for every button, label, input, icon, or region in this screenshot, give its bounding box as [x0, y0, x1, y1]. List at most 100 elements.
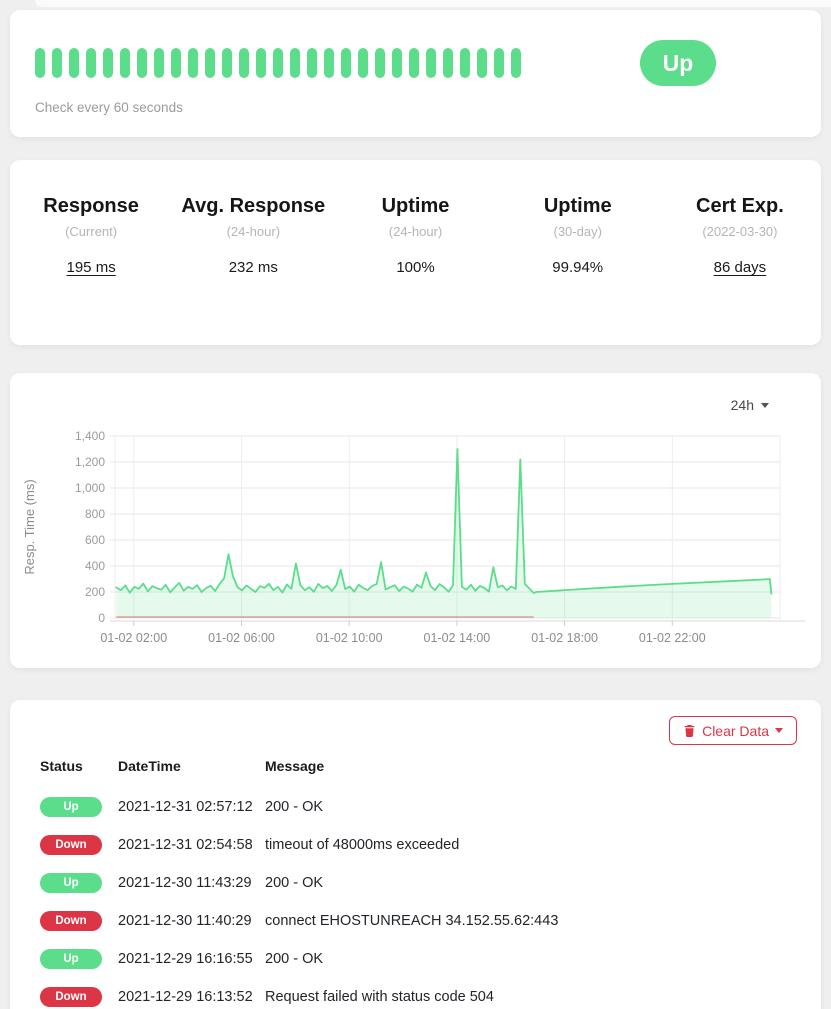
trash-icon [683, 724, 696, 737]
stat-uptime-24h: Uptime (24-hour) 100% [334, 192, 496, 276]
stat-title: Uptime [543, 195, 612, 217]
stats-card: Response (Current) 195 ms Avg. Response … [10, 160, 821, 345]
event-message: 200 - OK [265, 875, 324, 891]
svg-text:01-02 02:00: 01-02 02:00 [100, 631, 167, 645]
chart-period-dropdown[interactable]: 24h [731, 397, 769, 413]
heartbeat-bar[interactable] [511, 48, 521, 78]
event-row: Up 2021-12-30 11:43:29 200 - OK [40, 864, 800, 902]
heartbeat-bar[interactable] [341, 48, 351, 78]
previous-card-edge [35, 0, 831, 7]
column-header-status: Status [40, 758, 83, 774]
heartbeat-bar[interactable] [290, 48, 300, 78]
chevron-down-icon [775, 728, 783, 733]
event-row: Down 2021-12-31 02:54:58 timeout of 48000m… [40, 826, 800, 864]
stat-value: 86 days [713, 259, 767, 276]
event-row: Down 2021-12-29 16:13:52 Request failed wi… [40, 978, 800, 1009]
heartbeat-bar[interactable] [256, 48, 266, 78]
svg-text:0: 0 [98, 611, 105, 625]
heartbeat-bar[interactable] [120, 48, 130, 78]
heartbeat-bar[interactable] [460, 48, 470, 78]
heartbeat-bar[interactable] [324, 48, 334, 78]
svg-text:600: 600 [85, 533, 105, 547]
heartbeat-bar[interactable] [477, 48, 487, 78]
stat-title: Cert Exp. [696, 195, 784, 217]
heartbeat-bar[interactable] [307, 48, 317, 78]
heartbeat-bar[interactable] [443, 48, 453, 78]
svg-text:01-02 06:00: 01-02 06:00 [208, 631, 275, 645]
status-badge: Down [40, 911, 102, 931]
stat-uptime-30d: Uptime (30-day) 99.94% [497, 192, 659, 276]
event-datetime: 2021-12-30 11:43:29 [118, 875, 252, 891]
event-message: connect EHOSTUNREACH 34.152.55.62:443 [265, 913, 559, 929]
event-message: 200 - OK [265, 799, 324, 815]
event-row: Up 2021-12-29 16:16:55 200 - OK [40, 940, 800, 978]
stat-subtitle: (24-hour) [226, 224, 281, 239]
stat-cert-exp: Cert Exp. (2022-03-30) 86 days [659, 192, 821, 276]
stat-response-current: Response (Current) 195 ms [10, 192, 172, 276]
stat-subtitle: (2022-03-30) [702, 224, 778, 239]
heartbeat-bar[interactable] [86, 48, 96, 78]
svg-text:Resp. Time (ms): Resp. Time (ms) [22, 479, 37, 574]
heartbeat-bar[interactable] [137, 48, 147, 78]
stat-value: 232 ms [228, 259, 278, 276]
heartbeat-card: Up Check every 60 seconds [10, 10, 821, 137]
status-badge: Up [40, 873, 102, 893]
event-datetime: 2021-12-31 02:57:12 [118, 799, 253, 815]
heartbeat-bar-row[interactable] [35, 48, 528, 78]
column-header-message: Message [265, 758, 325, 774]
stat-title: Avg. Response [181, 195, 326, 217]
heartbeat-bar[interactable] [69, 48, 79, 78]
stat-value: 100% [396, 259, 435, 276]
heartbeat-bar[interactable] [205, 48, 215, 78]
heartbeat-bar[interactable] [35, 48, 45, 78]
event-message: Request failed with status code 504 [265, 989, 494, 1005]
stat-value: 99.94% [552, 259, 604, 276]
status-badge: Up [40, 949, 102, 969]
events-header-row: Status DateTime Message [40, 752, 800, 788]
heartbeat-bar[interactable] [358, 48, 368, 78]
heartbeat-bar[interactable] [426, 48, 436, 78]
event-datetime: 2021-12-31 02:54:58 [118, 837, 253, 853]
svg-text:1,000: 1,000 [75, 481, 105, 495]
stat-value: 195 ms [66, 259, 116, 276]
stat-title: Response [43, 195, 139, 217]
status-badge: Down [40, 987, 102, 1007]
event-datetime: 2021-12-29 16:13:52 [118, 989, 253, 1005]
stat-subtitle: (Current) [65, 224, 118, 239]
heartbeat-bar[interactable] [103, 48, 113, 78]
clear-data-button[interactable]: Clear Data [669, 716, 797, 745]
svg-text:1,400: 1,400 [75, 429, 105, 443]
clear-data-label: Clear Data [702, 722, 769, 739]
event-row: Down 2021-12-30 11:40:29 connect EHOSTUNRE… [40, 902, 800, 940]
heartbeat-bar[interactable] [392, 48, 402, 78]
status-pill[interactable]: Up [640, 40, 716, 86]
svg-text:400: 400 [85, 559, 105, 573]
svg-text:01-02 10:00: 01-02 10:00 [316, 631, 383, 645]
heartbeat-bar[interactable] [154, 48, 164, 78]
svg-text:200: 200 [85, 585, 105, 599]
heartbeat-bar[interactable] [409, 48, 419, 78]
heartbeat-bar[interactable] [52, 48, 62, 78]
heartbeat-bar[interactable] [239, 48, 249, 78]
svg-text:01-02 22:00: 01-02 22:00 [639, 631, 706, 645]
stat-subtitle: (24-hour) [388, 224, 443, 239]
heartbeat-bar[interactable] [273, 48, 283, 78]
heartbeat-bar[interactable] [375, 48, 385, 78]
stat-avg-response: Avg. Response (24-hour) 232 ms [172, 192, 334, 276]
stat-subtitle: (30-day) [553, 224, 602, 239]
chart-period-label: 24h [730, 397, 754, 413]
event-message: timeout of 48000ms exceeded [265, 837, 460, 853]
heartbeat-bar[interactable] [188, 48, 198, 78]
chart-card: 24h 0 200 400 600 800 1,000 1,200 1,400 01-02 02… [10, 373, 821, 668]
event-datetime: 2021-12-30 11:40:29 [118, 913, 252, 929]
chevron-down-icon [761, 402, 769, 408]
check-interval-text: Check every 60 seconds [35, 100, 183, 115]
heartbeat-bar[interactable] [494, 48, 504, 78]
svg-text:01-02 14:00: 01-02 14:00 [424, 631, 491, 645]
response-time-chart[interactable]: 0 200 400 600 800 1,000 1,200 1,400 01-02 02:00 0… [20, 418, 810, 673]
heartbeat-bar[interactable] [171, 48, 181, 78]
events-table: Status DateTime Message Up 2021-12-31 02:… [40, 752, 800, 1009]
column-header-datetime: DateTime [118, 758, 181, 774]
svg-text:800: 800 [85, 507, 105, 521]
heartbeat-bar[interactable] [222, 48, 232, 78]
